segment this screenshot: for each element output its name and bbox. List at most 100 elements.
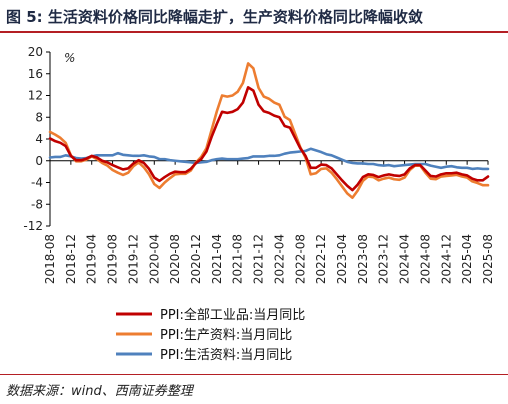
data-point xyxy=(309,166,312,169)
data-point xyxy=(294,132,296,135)
x-tick-label: 2019-08 xyxy=(106,234,120,284)
data-point xyxy=(54,133,57,136)
data-point xyxy=(221,110,223,113)
data-point xyxy=(450,172,453,175)
data-point xyxy=(247,157,250,159)
data-point xyxy=(189,161,192,164)
series-0 xyxy=(48,86,490,192)
data-point xyxy=(351,162,354,164)
y-tick-label: -4 xyxy=(31,176,43,190)
chart-axes: 20 16 12 8 4 0 -4 -8 -12% 2018-08 2018-12 2019-04 20… xyxy=(23,45,495,284)
data-point xyxy=(288,119,291,121)
data-point xyxy=(434,175,437,178)
data-point xyxy=(330,154,333,157)
data-point xyxy=(127,154,130,157)
data-point xyxy=(231,110,234,113)
data-point xyxy=(163,158,166,161)
data-point xyxy=(242,101,244,104)
data-point xyxy=(325,164,328,167)
data-point xyxy=(455,171,458,174)
data-point xyxy=(361,176,364,178)
data-point xyxy=(315,149,317,152)
data-point xyxy=(414,164,416,167)
data-point xyxy=(226,112,229,114)
data-point xyxy=(440,175,442,178)
data-point xyxy=(189,168,192,170)
data-point xyxy=(283,152,286,155)
data-point xyxy=(96,154,98,157)
data-point xyxy=(346,160,349,163)
data-point xyxy=(236,90,239,93)
data-point xyxy=(335,178,338,181)
data-point xyxy=(96,156,98,159)
data-point xyxy=(116,171,119,174)
data-point xyxy=(309,147,312,150)
x-tick-label: 2019-04 xyxy=(85,234,99,284)
data-point xyxy=(424,163,427,165)
data-point xyxy=(59,141,62,144)
data-point xyxy=(111,154,114,157)
data-point xyxy=(132,165,135,168)
x-tick-label: 2024-04 xyxy=(398,234,412,284)
data-point xyxy=(132,162,135,165)
data-point xyxy=(304,154,307,157)
data-point xyxy=(278,154,281,157)
y-tick-label: -8 xyxy=(31,197,43,211)
data-point xyxy=(195,162,197,164)
data-point xyxy=(268,97,270,100)
data-point xyxy=(205,150,208,153)
legend-label: PPI:生产资料:当月同比 xyxy=(160,328,292,343)
data-point xyxy=(247,86,250,89)
x-tick-label: 2021-08 xyxy=(231,234,245,284)
series-1 xyxy=(48,62,490,200)
data-point xyxy=(403,164,406,167)
data-point xyxy=(487,175,489,178)
data-point xyxy=(476,179,479,182)
data-point xyxy=(221,94,223,97)
y-tick-label: 4 xyxy=(35,132,43,146)
data-point xyxy=(252,67,255,70)
data-point xyxy=(372,163,375,165)
data-point xyxy=(278,116,281,119)
x-tick-label: 2018-12 xyxy=(64,234,78,284)
data-point xyxy=(377,164,380,167)
data-point xyxy=(304,150,307,152)
data-point xyxy=(393,174,396,177)
data-point xyxy=(283,115,286,118)
data-point xyxy=(466,174,469,177)
data-point xyxy=(85,157,88,160)
data-point xyxy=(325,167,328,170)
data-point xyxy=(169,159,171,162)
data-point xyxy=(153,156,156,158)
data-point xyxy=(179,160,182,163)
x-tick-label: 2023-12 xyxy=(377,234,391,284)
x-tick-label: 2023-04 xyxy=(335,234,349,284)
data-point xyxy=(315,172,317,175)
data-point xyxy=(111,164,114,167)
data-point xyxy=(252,155,255,158)
data-point xyxy=(361,162,364,165)
unit-label: % xyxy=(64,51,75,65)
y-tick-label: 12 xyxy=(28,89,43,103)
data-point xyxy=(481,184,484,187)
data-point xyxy=(403,176,406,179)
data-point xyxy=(200,161,203,164)
data-point xyxy=(75,159,77,162)
data-point xyxy=(341,158,343,161)
data-point xyxy=(215,110,218,113)
data-point xyxy=(388,173,390,176)
data-point xyxy=(210,159,213,162)
data-point xyxy=(247,62,250,65)
data-point xyxy=(226,95,229,98)
data-point xyxy=(148,155,150,158)
data-point xyxy=(487,184,489,187)
data-point xyxy=(163,181,166,184)
data-point xyxy=(429,164,432,167)
data-point xyxy=(356,183,359,186)
data-point xyxy=(377,176,380,178)
x-tick-label: 2022-12 xyxy=(314,234,328,284)
data-point xyxy=(132,154,135,157)
data-point xyxy=(315,166,317,169)
x-tick-label: 2020-12 xyxy=(189,234,203,284)
x-tick-label: 2019-12 xyxy=(126,234,140,284)
